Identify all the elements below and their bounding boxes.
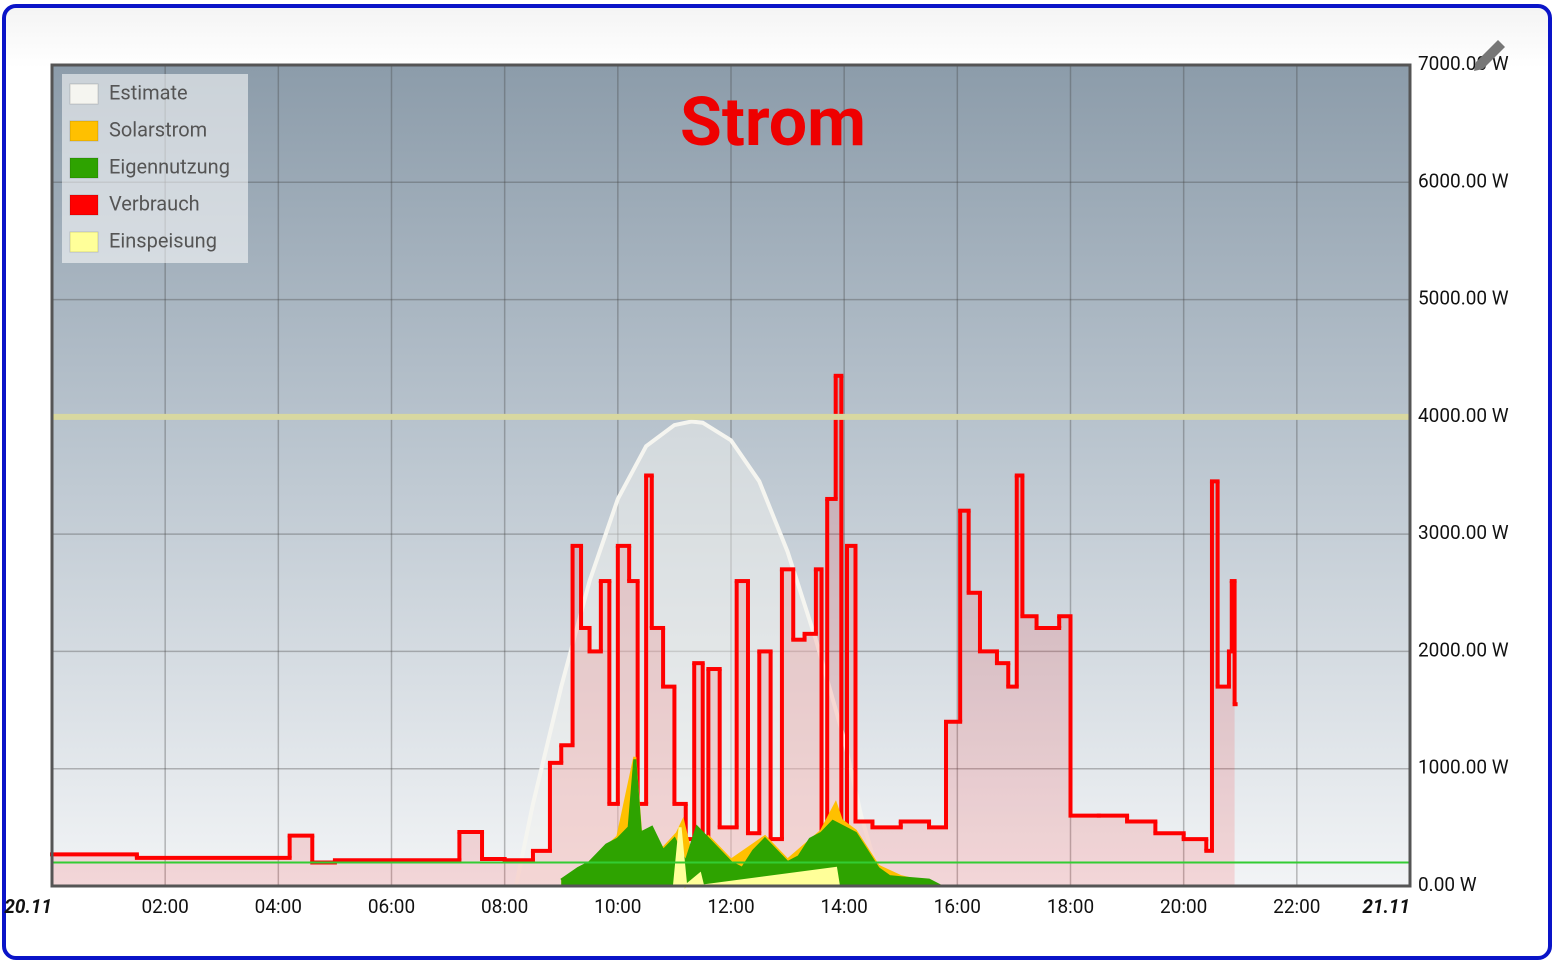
edit-icon[interactable] xyxy=(1474,40,1505,71)
y-tick-label: 2000.00 W xyxy=(1418,638,1509,661)
legend-label: Verbrauch xyxy=(109,191,200,215)
series-line xyxy=(560,759,942,888)
x-tick-label: 21.11 xyxy=(1362,895,1410,918)
y-tick-label: 5000.00 W xyxy=(1418,287,1509,310)
legend-label: Eigennutzung xyxy=(109,154,230,178)
area-fill xyxy=(561,759,941,886)
x-tick-label: 22:00 xyxy=(1273,895,1320,918)
x-tick-label: 04:00 xyxy=(255,895,302,918)
x-tick-label: 08:00 xyxy=(481,895,528,918)
x-tick-label: 12:00 xyxy=(707,895,754,918)
x-tick-label: 14:00 xyxy=(821,895,868,918)
x-tick-label: 20:00 xyxy=(1160,895,1207,918)
x-tick-label: 02:00 xyxy=(142,895,189,918)
legend-swatch xyxy=(69,157,99,179)
x-tick-label: 16:00 xyxy=(934,895,981,918)
area-fill xyxy=(52,375,1235,886)
plot-area xyxy=(52,65,1410,886)
y-tick-label: 1000.00 W xyxy=(1418,756,1509,779)
legend-label: Estimate xyxy=(109,80,188,104)
series-line xyxy=(52,827,1212,889)
legend-swatch xyxy=(69,120,99,142)
legend-label: Solarstrom xyxy=(109,117,207,141)
y-tick-label: 3000.00 W xyxy=(1418,521,1509,544)
legend-swatch xyxy=(69,231,99,253)
x-tick-label: 06:00 xyxy=(368,895,415,918)
plot-frame xyxy=(50,63,1412,888)
legend-swatch xyxy=(69,194,99,216)
y-tick-label: 0.00 W xyxy=(1418,873,1477,896)
x-tick-label: 18:00 xyxy=(1047,895,1094,918)
legend-label: Einspeisung xyxy=(109,228,217,252)
legend-swatch xyxy=(69,83,99,105)
x-tick-label: 20.11 xyxy=(4,895,52,918)
x-tick-label: 10:00 xyxy=(594,895,641,918)
y-tick-label: 4000.00 W xyxy=(1418,404,1509,427)
chart-title: Strom xyxy=(680,82,866,162)
y-tick-label: 6000.00 W xyxy=(1418,169,1509,192)
